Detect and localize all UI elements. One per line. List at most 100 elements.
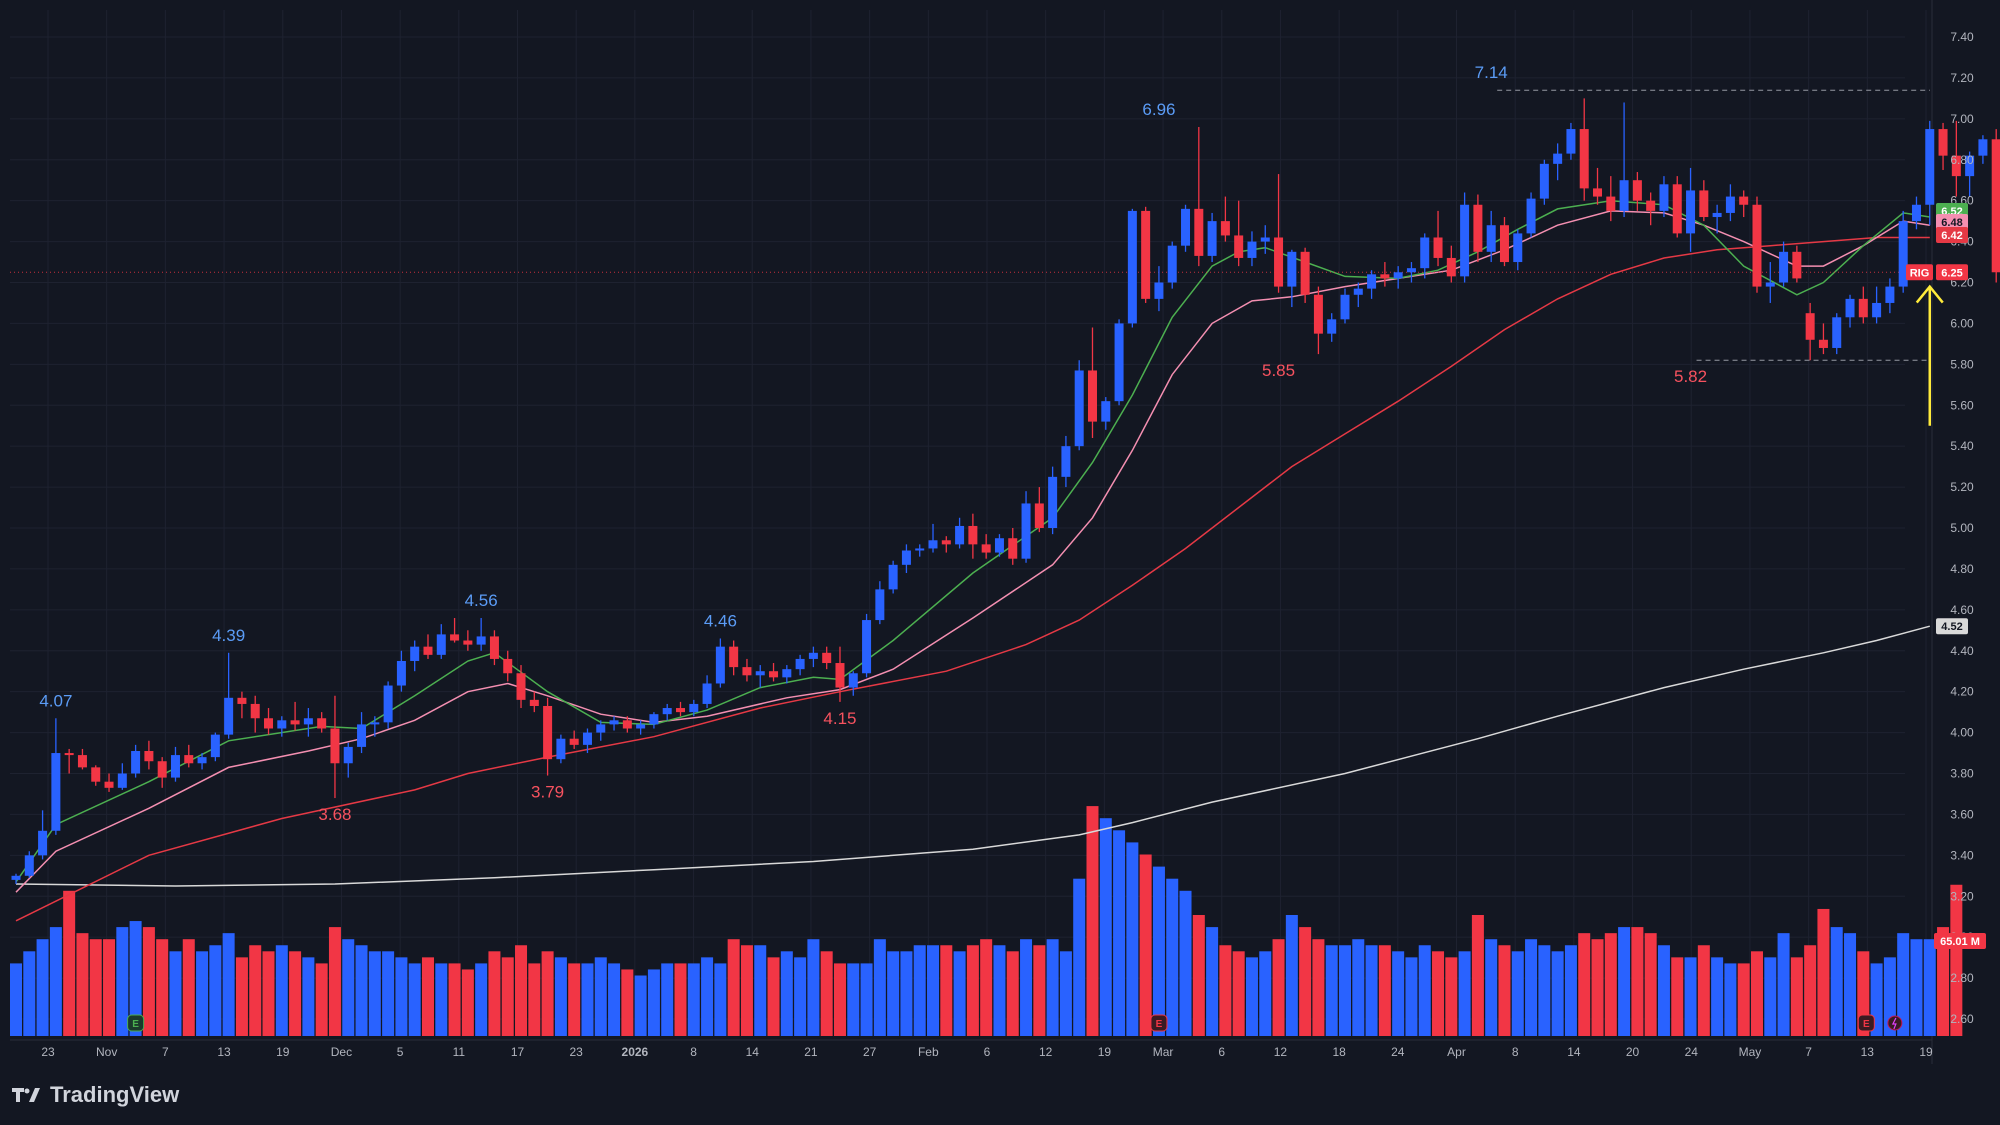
candle-body [1553, 153, 1563, 164]
volume-bar [1937, 927, 1950, 1036]
swing-high-label: 4.39 [212, 626, 245, 645]
volume-bar [674, 963, 687, 1036]
volume-bar [528, 963, 541, 1036]
volume-bar [1737, 963, 1750, 1036]
dividend-icon[interactable] [1887, 1015, 1903, 1031]
volume-bar [1418, 945, 1431, 1036]
candle-body [1021, 503, 1031, 559]
x-tick-label: 23 [570, 1045, 584, 1059]
volume-bar [1578, 933, 1591, 1036]
volume-bar [966, 945, 979, 1036]
candle-body [170, 755, 180, 778]
volume-bar [1711, 957, 1724, 1036]
volume-bar [1006, 951, 1019, 1036]
volume-bar [156, 939, 169, 1036]
x-tick-label: 24 [1685, 1045, 1699, 1059]
volume-bar [116, 927, 129, 1036]
volume-bar [1525, 939, 1538, 1036]
volume-bar [1750, 951, 1763, 1036]
candle-body [928, 540, 938, 549]
volume-bar [727, 939, 740, 1036]
volume-badge: 65.01 M [1940, 936, 1980, 948]
swing-high-label: 4.46 [704, 611, 737, 630]
x-tick-label: 18 [1332, 1045, 1346, 1059]
candle-body [1925, 129, 1935, 205]
candle-body [1194, 208, 1204, 256]
candle-body [795, 658, 805, 670]
candle-body [729, 646, 739, 668]
candle-body [1167, 245, 1177, 283]
volume-bar [169, 951, 182, 1036]
candle-body [1048, 476, 1058, 528]
candle-body [1699, 190, 1709, 218]
symbol-badge-bg [1906, 264, 1933, 281]
volume-bar [1551, 951, 1564, 1036]
candle-body [224, 697, 234, 735]
candle-body [38, 830, 48, 856]
x-tick-label: 8 [1512, 1045, 1519, 1059]
footer-bar: TradingView [0, 1064, 2000, 1125]
volume-bar [887, 951, 900, 1036]
y-tick-label: 5.80 [1950, 357, 1974, 371]
volume-bar [1790, 957, 1803, 1036]
volume-bar [1113, 830, 1126, 1036]
earnings-icon[interactable]: E [127, 1014, 145, 1032]
candle-body [423, 646, 433, 655]
y-tick-label: 6.80 [1950, 153, 1974, 167]
volume-bar [873, 939, 886, 1036]
volume-bar [1923, 939, 1936, 1036]
candle-body [144, 750, 154, 762]
tradingview-logo[interactable]: TradingView [12, 1082, 179, 1108]
candle-body [755, 671, 765, 676]
candle-body [104, 781, 114, 788]
candle-body [1406, 268, 1416, 273]
y-tick-label: 7.00 [1950, 112, 1974, 126]
earnings-icon-bg [1857, 1014, 1875, 1032]
candle-body [1101, 401, 1111, 422]
volume-bar [421, 957, 434, 1036]
price-chart[interactable]: E E E 4.07 4.39 3.68 4.56 3.79 4.46 4.15 6.96 5.85… [0, 0, 2000, 1064]
x-tick-label: Nov [96, 1045, 117, 1059]
earnings-icon[interactable]: E [1150, 1014, 1168, 1032]
time-axis[interactable]: 23 Nov 7 13 19 Dec 5 11 17 23 2026 8 14 21 27 Feb 6 12 19 M… [41, 1045, 1933, 1059]
candle-body [1752, 204, 1762, 287]
volume-bar [23, 951, 36, 1036]
candle-body [1832, 317, 1842, 348]
tradingview-logo-icon [12, 1087, 40, 1102]
volume-bar [1405, 957, 1418, 1036]
volume-bar [1046, 939, 1059, 1036]
ema-slow-badge-bg [1936, 227, 1968, 243]
x-tick-label: 24 [1391, 1045, 1405, 1059]
x-tick-label: Dec [331, 1045, 352, 1059]
candle-body [237, 697, 247, 704]
volume-bar [501, 957, 514, 1036]
candle-body [357, 724, 367, 747]
x-tick-label: 6 [984, 1045, 991, 1059]
volume-bar [1644, 933, 1657, 1036]
volume-bar [1950, 884, 1963, 1036]
volume-bar [1618, 927, 1631, 1036]
volume-bar [302, 957, 315, 1036]
volume-bar [767, 957, 780, 1036]
price-axis[interactable]: 7.407.207.006.806.606.406.206.005.805.60… [1906, 30, 1986, 1026]
earnings-icon[interactable]: E [1857, 1014, 1875, 1032]
volume-bar [1339, 945, 1351, 1036]
candle-body [968, 525, 978, 545]
volume-bar [1697, 945, 1710, 1036]
volume-bar [634, 975, 647, 1036]
x-tick-label: 21 [804, 1045, 818, 1059]
candle-body [782, 669, 792, 678]
volume-bar [515, 945, 528, 1036]
y-tick-label: 5.00 [1950, 521, 1974, 535]
candle-body [1114, 323, 1124, 402]
candle-body [91, 767, 101, 782]
volume-bar [382, 951, 395, 1036]
volume-bar [1591, 939, 1604, 1036]
y-tick-label: 3.60 [1950, 807, 1974, 821]
candle-body [1340, 294, 1350, 320]
last-price-badge: 6.25 [1941, 267, 1962, 279]
y-tick-label: 4.60 [1950, 603, 1974, 617]
volume-bar [1073, 878, 1086, 1036]
candle-body [1034, 503, 1044, 528]
candle-body [1872, 302, 1882, 318]
